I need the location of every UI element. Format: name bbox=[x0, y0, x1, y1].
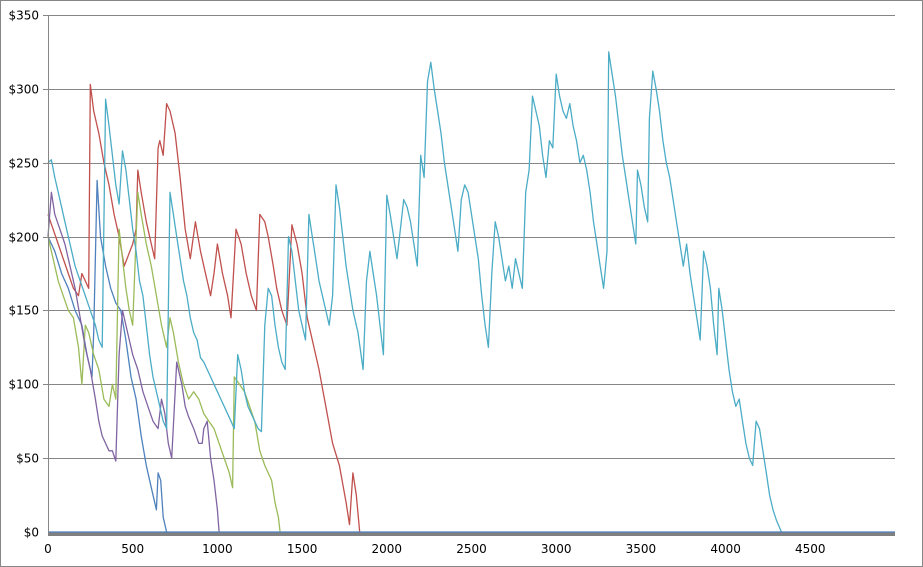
x-tick-label: 3500 bbox=[626, 542, 657, 556]
y-tick-label: $150 bbox=[8, 304, 39, 318]
series-lines bbox=[47, 51, 783, 533]
series-line-4 bbox=[47, 191, 220, 533]
y-tick-label: $0 bbox=[24, 526, 39, 540]
y-tick-label: $350 bbox=[8, 9, 39, 23]
x-tick-label: 3000 bbox=[541, 542, 572, 556]
x-tick-label: 1000 bbox=[202, 542, 233, 556]
x-axis-tick-labels: 0 500 1000 1500 2000 2500 3000 3500 4000 4500 bbox=[44, 542, 825, 556]
y-tick-label: $250 bbox=[8, 157, 39, 171]
y-tick-label: $50 bbox=[16, 452, 39, 466]
y-tick-label: $200 bbox=[8, 231, 39, 245]
series-line-1 bbox=[47, 179, 168, 533]
axes bbox=[48, 15, 895, 536]
x-tick-label: 1500 bbox=[287, 542, 318, 556]
y-tick-label: $100 bbox=[8, 378, 39, 392]
x-tick-label: 2500 bbox=[456, 542, 487, 556]
gridlines bbox=[43, 15, 895, 459]
series-line-3 bbox=[47, 191, 281, 533]
series-line-5 bbox=[47, 51, 783, 533]
x-tick-label: 4500 bbox=[795, 542, 826, 556]
x-tick-label: 0 bbox=[44, 542, 52, 556]
x-axis bbox=[48, 532, 895, 536]
x-tick-label: 2000 bbox=[372, 542, 403, 556]
x-tick-label: 500 bbox=[121, 542, 144, 556]
y-axis-tick-labels: $0 $50 $100 $150 $200 $250 $300 $350 bbox=[8, 9, 39, 540]
series-line-2 bbox=[47, 83, 361, 533]
y-tick-label: $300 bbox=[8, 83, 39, 97]
x-tick-label: 4000 bbox=[710, 542, 741, 556]
